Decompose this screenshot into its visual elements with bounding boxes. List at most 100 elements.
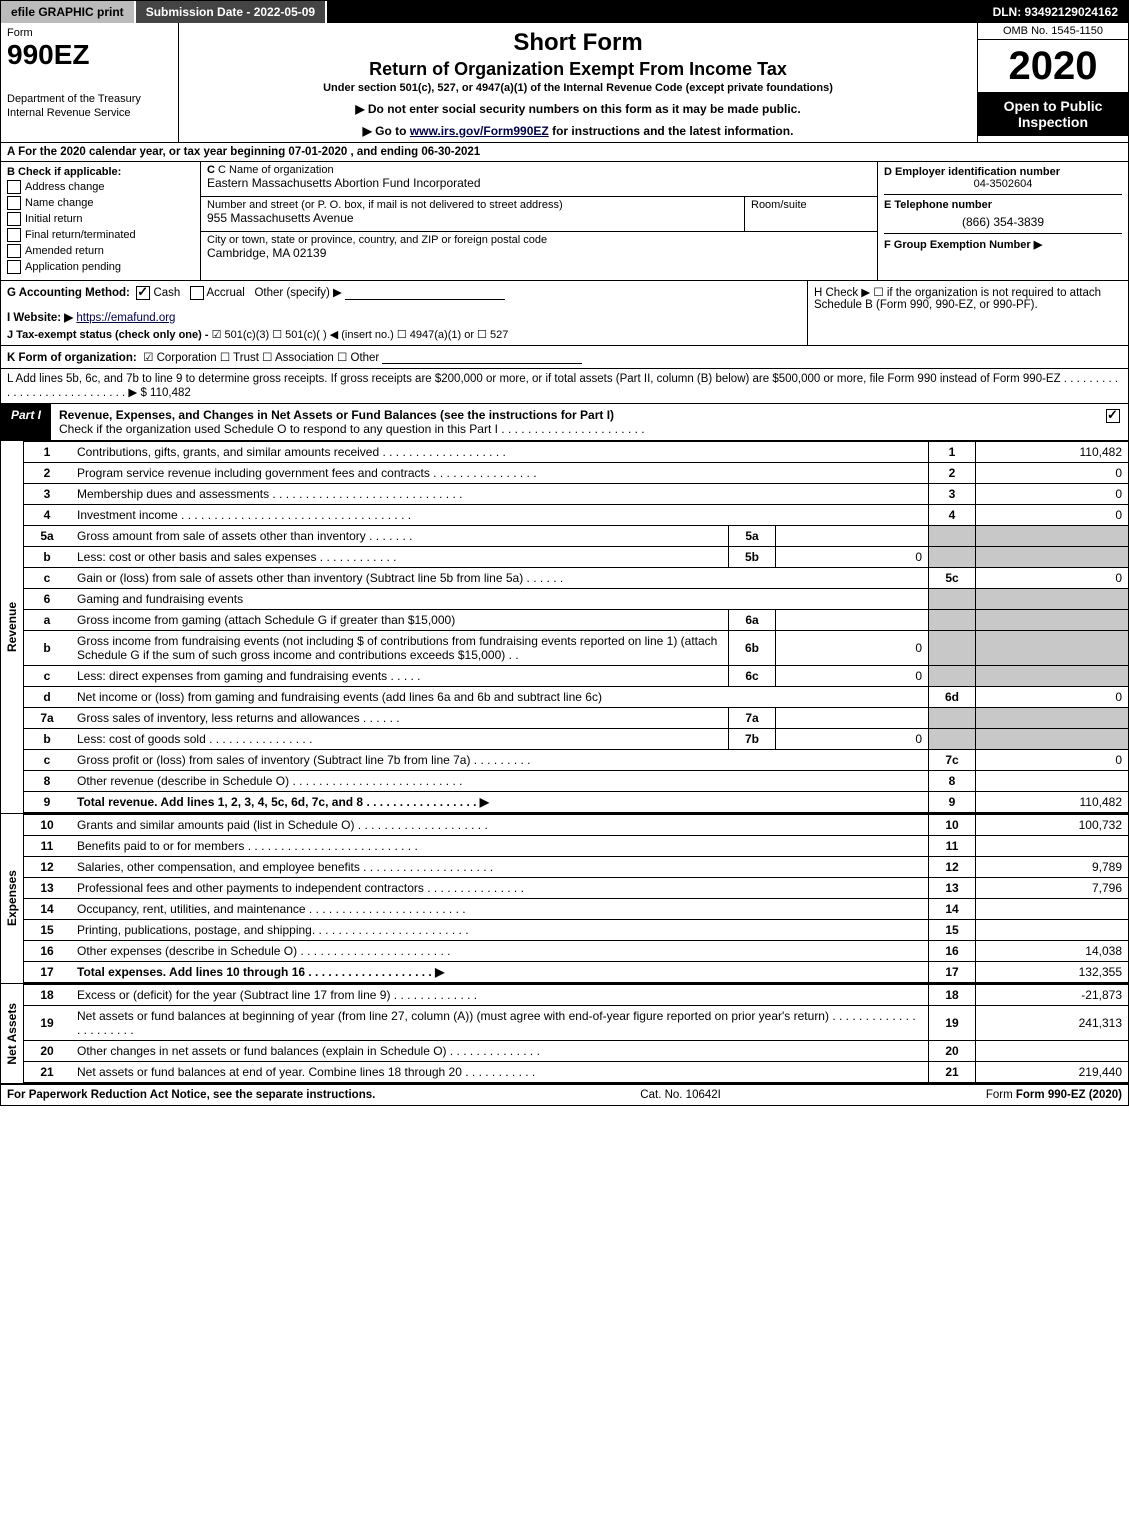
- title-short-form: Short Form: [185, 29, 971, 57]
- line-4-amount: 0: [976, 504, 1129, 525]
- line-5b-desc: Less: cost or other basis and sales expe…: [71, 546, 729, 567]
- line-11-amount: [976, 835, 1129, 856]
- line-16-desc: Other expenses (describe in Schedule O) …: [71, 940, 929, 961]
- topbar-spacer: [327, 1, 982, 23]
- h-schedule-b: H Check ▶ ☐ if the organization is not r…: [808, 281, 1128, 345]
- line-6b: b Gross income from fundraising events (…: [23, 630, 1128, 665]
- page-footer: For Paperwork Reduction Act Notice, see …: [1, 1085, 1128, 1105]
- line-14-amount: [976, 898, 1129, 919]
- website-link[interactable]: https://emafund.org: [76, 312, 175, 324]
- line-4-num: 4: [23, 504, 71, 525]
- section-def: D Employer identification number 04-3502…: [878, 162, 1128, 280]
- line-6-shaded1: [929, 588, 976, 609]
- line-6d-num: d: [23, 686, 71, 707]
- line-5a-midval: [776, 525, 929, 546]
- form-990ez-page: efile GRAPHIC print Submission Date - 20…: [0, 0, 1129, 1106]
- chk-application-pending[interactable]: Application pending: [7, 260, 194, 274]
- line-6c: c Less: direct expenses from gaming and …: [23, 665, 1128, 686]
- line-15-amount: [976, 919, 1129, 940]
- g-other-label: Other (specify) ▶: [254, 287, 341, 299]
- line-6a-desc: Gross income from gaming (attach Schedul…: [71, 609, 729, 630]
- line-6a-midnum: 6a: [729, 609, 776, 630]
- line-6-num: 6: [23, 588, 71, 609]
- irs-form-link[interactable]: www.irs.gov/Form990EZ: [410, 124, 549, 138]
- line-5a-shaded2: [976, 525, 1129, 546]
- line-6b-shaded2: [976, 630, 1129, 665]
- chk-accrual[interactable]: [190, 286, 204, 300]
- chk-name-change[interactable]: Name change: [7, 196, 194, 210]
- line-5c-desc: Gain or (loss) from sale of assets other…: [71, 567, 929, 588]
- row-k: K Form of organization: ☑ Corporation ☐ …: [1, 346, 1128, 369]
- line-7c-refnum: 7c: [929, 749, 976, 770]
- part-1-check: [1098, 404, 1128, 440]
- line-6c-midnum: 6c: [729, 665, 776, 686]
- line-4-desc: Investment income . . . . . . . . . . . …: [71, 504, 929, 525]
- line-20-amount: [976, 1040, 1129, 1061]
- line-19-amount: 241,313: [976, 1005, 1129, 1040]
- omb-number: OMB No. 1545-1150: [978, 23, 1128, 40]
- line-7a-desc: Gross sales of inventory, less returns a…: [71, 707, 729, 728]
- chk-final-return[interactable]: Final return/terminated: [7, 228, 194, 242]
- room-label: Room/suite: [751, 199, 871, 211]
- line-17-refnum: 17: [929, 961, 976, 982]
- g-other-input[interactable]: [345, 299, 505, 300]
- line-7c-desc: Gross profit or (loss) from sales of inv…: [71, 749, 929, 770]
- top-bar: efile GRAPHIC print Submission Date - 20…: [1, 1, 1128, 23]
- line-6b-shaded1: [929, 630, 976, 665]
- submission-date-tab[interactable]: Submission Date - 2022-05-09: [136, 1, 327, 23]
- tax-year: 2020: [978, 40, 1128, 92]
- line-6b-midnum: 6b: [729, 630, 776, 665]
- line-20-desc: Other changes in net assets or fund bala…: [71, 1040, 929, 1061]
- line-9-amount: 110,482: [976, 791, 1129, 812]
- line-19-desc: Net assets or fund balances at beginning…: [71, 1005, 929, 1040]
- footer-mid: Cat. No. 10642I: [640, 1089, 721, 1101]
- efile-print-button[interactable]: efile GRAPHIC print: [1, 1, 136, 23]
- line-7a-midval: [776, 707, 929, 728]
- chk-initial-return[interactable]: Initial return: [7, 212, 194, 226]
- dept-irs: Internal Revenue Service: [7, 105, 172, 119]
- line-16-refnum: 16: [929, 940, 976, 961]
- line-6a-shaded1: [929, 609, 976, 630]
- c-name-letter: C: [207, 164, 215, 176]
- line-19: 19 Net assets or fund balances at beginn…: [23, 1005, 1128, 1040]
- line-6c-midval: 0: [776, 665, 929, 686]
- line-9-refnum: 9: [929, 791, 976, 812]
- header-left: Form 990EZ Department of the Treasury In…: [1, 23, 179, 142]
- line-5a-desc: Gross amount from sale of assets other t…: [71, 525, 729, 546]
- line-15: 15 Printing, publications, postage, and …: [23, 919, 1128, 940]
- chk-final-return-label: Final return/terminated: [25, 229, 136, 241]
- line-1-desc: Contributions, gifts, grants, and simila…: [71, 441, 929, 462]
- k-other-input[interactable]: [382, 363, 582, 364]
- line-13: 13 Professional fees and other payments …: [23, 877, 1128, 898]
- line-5b-num: b: [23, 546, 71, 567]
- line-9-num: 9: [23, 791, 71, 812]
- line-7a-midnum: 7a: [729, 707, 776, 728]
- chk-cash[interactable]: [136, 286, 150, 300]
- line-6b-midval: 0: [776, 630, 929, 665]
- i-label: I Website: ▶: [7, 312, 73, 324]
- chk-address-change[interactable]: Address change: [7, 180, 194, 194]
- line-11-num: 11: [23, 835, 71, 856]
- line-6c-desc: Less: direct expenses from gaming and fu…: [71, 665, 729, 686]
- line-6c-shaded1: [929, 665, 976, 686]
- line-6: 6 Gaming and fundraising events: [23, 588, 1128, 609]
- section-b-checkboxes: B Check if applicable: Address change Na…: [1, 162, 201, 280]
- chk-amended-return[interactable]: Amended return: [7, 244, 194, 258]
- footer-left: For Paperwork Reduction Act Notice, see …: [7, 1089, 375, 1101]
- line-5c-refnum: 5c: [929, 567, 976, 588]
- open-public-inspection: Open to Public Inspection: [978, 92, 1128, 136]
- line-18-num: 18: [23, 984, 71, 1005]
- line-13-amount: 7,796: [976, 877, 1129, 898]
- part-1-schedule-o-check[interactable]: [1106, 409, 1120, 423]
- line-2-amount: 0: [976, 462, 1129, 483]
- chk-amended-return-label: Amended return: [25, 245, 104, 257]
- line-14-refnum: 14: [929, 898, 976, 919]
- notice-goto-post: for instructions and the latest informat…: [552, 124, 793, 138]
- line-20-refnum: 20: [929, 1040, 976, 1061]
- line-7a-num: 7a: [23, 707, 71, 728]
- line-12-num: 12: [23, 856, 71, 877]
- expenses-section: Expenses 10 Grants and similar amounts p…: [1, 814, 1128, 984]
- line-9: 9 Total revenue. Add lines 1, 2, 3, 4, 5…: [23, 791, 1128, 812]
- d-ein-value: 04-3502604: [884, 178, 1122, 190]
- line-18-refnum: 18: [929, 984, 976, 1005]
